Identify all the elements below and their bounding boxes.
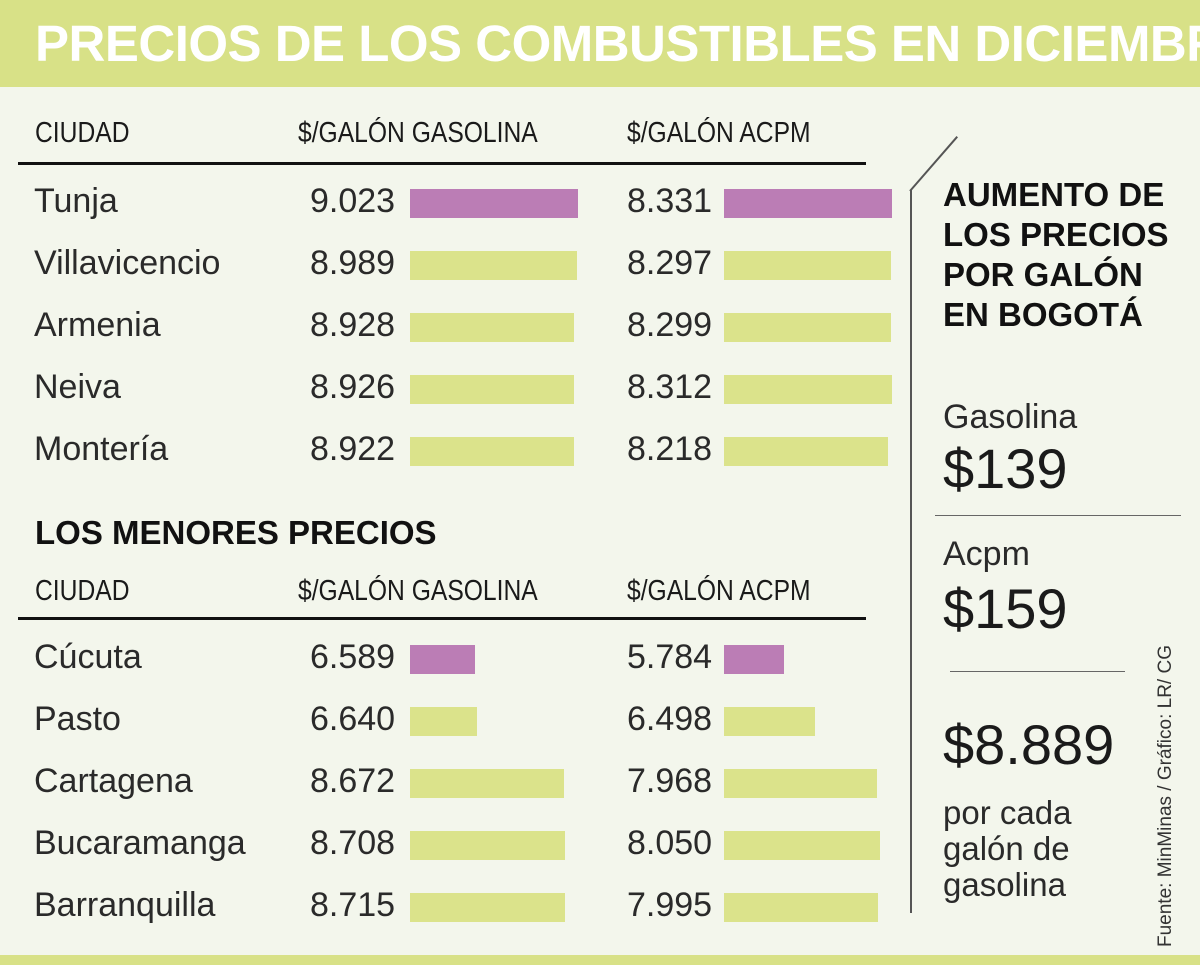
gasolina-value: 6.589 <box>310 638 396 676</box>
gasolina-bar <box>410 251 577 280</box>
col-head-acpm-2: $/GALÓN ACPM <box>627 575 811 607</box>
panel-divider-vertical <box>910 190 912 913</box>
col-head-acpm-1: $/GALÓN ACPM <box>627 117 811 149</box>
city-label: Barranquilla <box>34 886 216 924</box>
chart-title: PRECIOS DE LOS COMBUSTIBLES EN DICIEMBRE <box>35 15 1200 72</box>
title-banner: PRECIOS DE LOS COMBUSTIBLES EN DICIEMBRE <box>0 0 1200 87</box>
gasolina-bar <box>410 893 566 922</box>
source-credit: Fuente: MinMinas / Gráfico: LR/ CG <box>1155 645 1176 947</box>
acpm-bar <box>724 831 881 860</box>
acpm-increase: $159 <box>943 577 1068 640</box>
gasolina-bar <box>410 375 575 404</box>
acpm-bar <box>724 645 785 674</box>
gasolina-value: 8.928 <box>310 306 396 344</box>
gasolina-value: 8.708 <box>310 824 396 862</box>
gasolina-increase: $139 <box>943 437 1068 500</box>
acpm-value: 8.218 <box>627 430 713 468</box>
city-label: Villavicencio <box>34 244 221 282</box>
bottom-bar <box>0 955 1200 965</box>
gasolina-value: 8.989 <box>310 244 396 282</box>
gasolina-value: 8.922 <box>310 430 396 468</box>
panel-heading: AUMENTO DE LOS PRECIOS POR GALÓN EN BOGO… <box>943 176 1169 333</box>
acpm-value: 5.784 <box>627 638 713 676</box>
acpm-value: 8.297 <box>627 244 713 282</box>
gasolina-bar <box>410 707 478 736</box>
city-label: Armenia <box>34 306 161 344</box>
acpm-value: 7.995 <box>627 886 713 924</box>
acpm-value: 6.498 <box>627 700 713 738</box>
gasolina-value: 8.715 <box>310 886 396 924</box>
acpm-bar <box>724 707 815 736</box>
panel-separator-1 <box>935 515 1181 516</box>
acpm-bar <box>724 893 879 922</box>
gasolina-bar <box>410 189 579 218</box>
acpm-bar <box>724 375 892 404</box>
table-2-rule <box>18 617 866 620</box>
acpm-bar <box>724 251 891 280</box>
gasolina-value: 8.672 <box>310 762 396 800</box>
gasolina-value: 9.023 <box>310 182 396 220</box>
city-label: Montería <box>34 430 169 468</box>
acpm-value: 8.050 <box>627 824 713 862</box>
gasolina-bar <box>410 437 575 466</box>
city-label: Bucaramanga <box>34 824 246 862</box>
acpm-value: 8.299 <box>627 306 713 344</box>
city-label: Tunja <box>34 182 118 220</box>
acpm-label: Acpm <box>943 535 1030 573</box>
col-head-city-1: CIUDAD <box>35 117 130 149</box>
city-label: Pasto <box>34 700 121 738</box>
city-label: Cúcuta <box>34 638 142 676</box>
gasolina-label: Gasolina <box>943 398 1078 436</box>
city-label: Neiva <box>34 368 121 406</box>
acpm-bar <box>724 313 891 342</box>
gasolina-value: 8.926 <box>310 368 396 406</box>
gasolina-bar <box>410 645 476 674</box>
panel-separator-2 <box>950 671 1125 672</box>
col-head-gasolina-1: $/GALÓN GASOLINA <box>298 117 538 149</box>
gasolina-bar <box>410 831 566 860</box>
table-1-rule <box>18 162 866 165</box>
acpm-value: 8.312 <box>627 368 713 406</box>
acpm-bar <box>724 437 888 466</box>
gasolina-bar <box>410 313 575 342</box>
acpm-value: 7.968 <box>627 762 713 800</box>
bogota-price: $8.889 <box>943 713 1115 776</box>
acpm-bar <box>724 769 877 798</box>
bogota-price-desc: por cada galón de gasolina <box>943 794 1072 903</box>
city-label: Cartagena <box>34 762 193 800</box>
gasolina-bar <box>410 769 564 798</box>
gasolina-value: 6.640 <box>310 700 396 738</box>
col-head-gasolina-2: $/GALÓN GASOLINA <box>298 575 538 607</box>
acpm-bar <box>724 189 893 218</box>
acpm-value: 8.331 <box>627 182 713 220</box>
col-head-city-2: CIUDAD <box>35 575 130 607</box>
section-title-lowest: LOS MENORES PRECIOS <box>35 514 437 551</box>
